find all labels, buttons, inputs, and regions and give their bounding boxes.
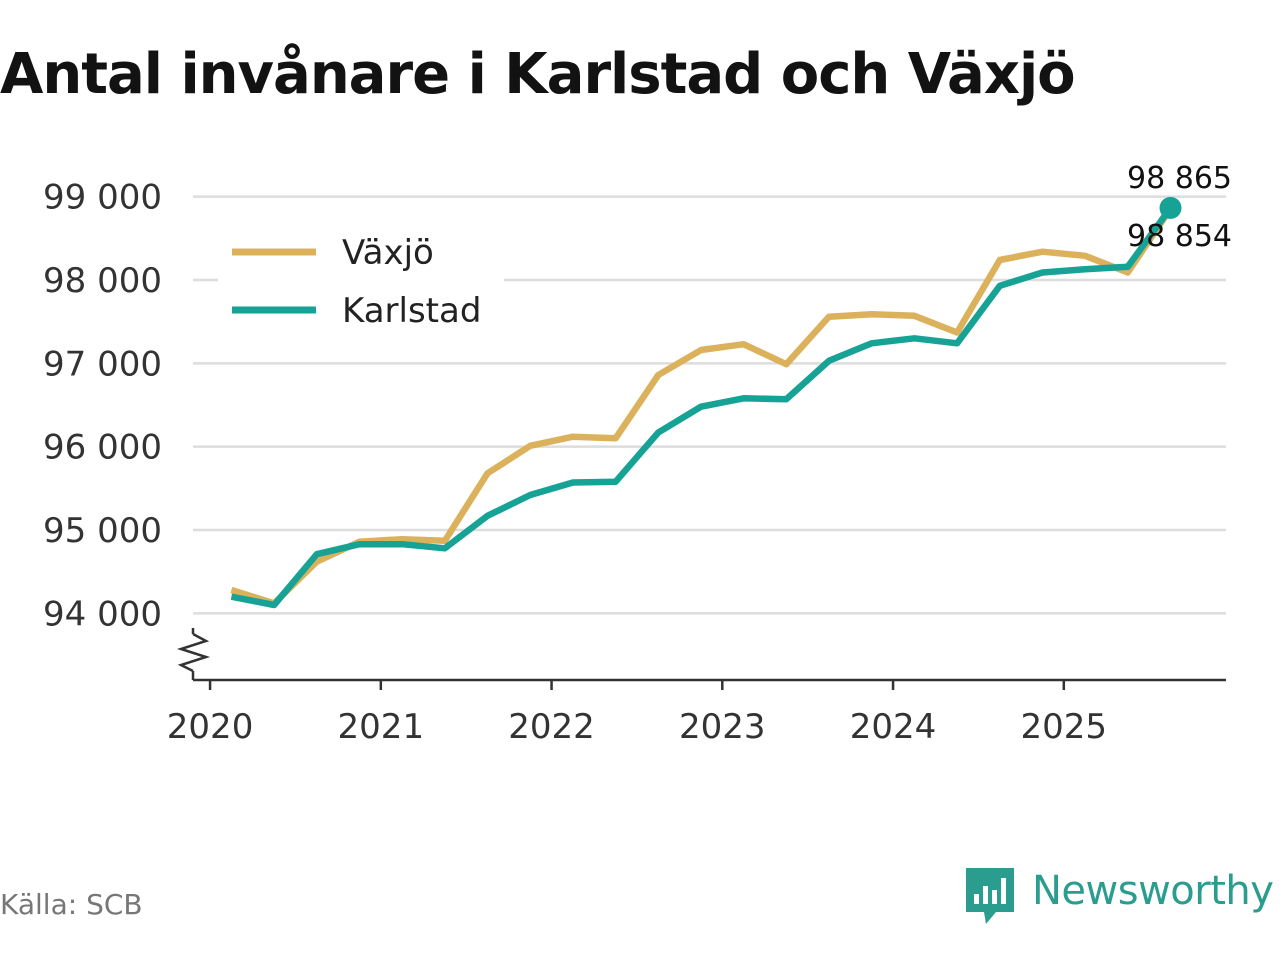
series-line-vaxjo[interactable]: [230, 206, 1174, 607]
legend-background: [218, 228, 504, 338]
newsworthy-logo-icon: [966, 868, 1014, 924]
gridlines: [193, 195, 1226, 615]
newsworthy-logo-text: Newsworthy: [1032, 868, 1274, 914]
end-point-karlstad[interactable]: [1159, 196, 1182, 219]
end-label-karlstad: 98 865: [1127, 161, 1232, 196]
x-axis: 2020 2021 2022 2023 2024 2025: [167, 678, 1226, 747]
legend-label-karlstad[interactable]: Karlstad: [342, 291, 481, 331]
y-tick-label: 95 000: [43, 511, 162, 551]
source-note: Källa: SCB: [0, 888, 143, 921]
y-tick-label: 96 000: [43, 428, 162, 468]
series-line-karlstad[interactable]: [230, 205, 1174, 609]
end-label-vaxjo: 98 854: [1127, 219, 1232, 254]
legend-label-vaxjo[interactable]: Växjö: [342, 233, 434, 273]
chart-title: Antal invånare i Karlstad och Växjö: [0, 42, 1076, 107]
x-tick-label: 2025: [1021, 707, 1108, 747]
axis-break-icon: [176, 632, 211, 673]
x-tick-label: 2021: [338, 707, 425, 747]
y-tick-label: 99 000: [43, 178, 162, 218]
x-tick-label: 2023: [679, 707, 766, 747]
x-tick-label: 2024: [850, 707, 937, 747]
y-tick-label: 98 000: [43, 261, 162, 301]
end-labels: 98 865 98 854: [1127, 161, 1232, 254]
x-tick-label: 2022: [508, 707, 595, 747]
legend: Växjö Karlstad: [218, 228, 504, 338]
y-tick-label: 94 000: [43, 594, 162, 634]
y-tick-label: 97 000: [43, 344, 162, 384]
x-tick-label: 2020: [167, 707, 254, 747]
series-lines: [230, 205, 1174, 609]
y-axis: 94 000 95 000 96 000 97 000 98 000 99 000: [43, 178, 211, 680]
